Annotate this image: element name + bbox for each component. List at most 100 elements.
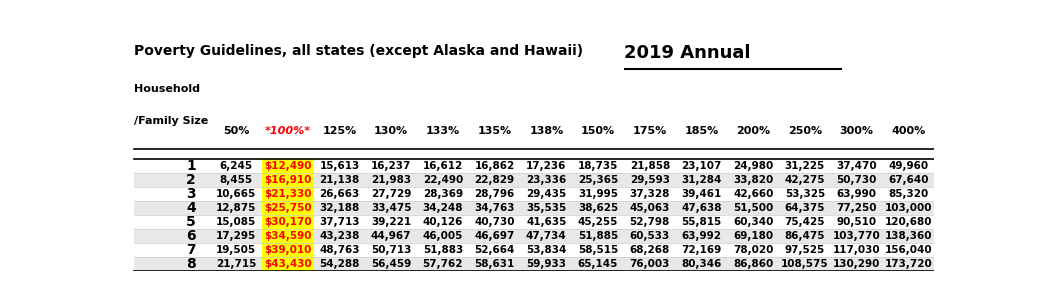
Text: 52,798: 52,798	[630, 217, 670, 227]
Text: 40,730: 40,730	[474, 217, 515, 227]
Text: 42,275: 42,275	[785, 175, 825, 185]
Text: 1: 1	[186, 159, 196, 173]
Text: 53,325: 53,325	[785, 189, 825, 199]
Text: 46,005: 46,005	[422, 231, 463, 241]
Text: 42,660: 42,660	[733, 189, 773, 199]
Text: 28,796: 28,796	[474, 189, 515, 199]
Bar	[134, 173, 934, 187]
Text: 130%: 130%	[374, 126, 408, 136]
Text: 31,995: 31,995	[578, 189, 618, 199]
Text: 52,664: 52,664	[474, 245, 515, 255]
Text: $12,490: $12,490	[264, 161, 311, 171]
Text: 21,138: 21,138	[320, 175, 359, 185]
Bar	[262, 159, 313, 173]
Text: 39,461: 39,461	[681, 189, 721, 199]
Text: 3: 3	[186, 187, 196, 201]
Bar	[134, 215, 934, 229]
Text: 37,328: 37,328	[630, 189, 670, 199]
Text: 41,635: 41,635	[526, 217, 567, 227]
Bar	[262, 229, 313, 243]
Text: 47,734: 47,734	[526, 231, 567, 241]
Text: 24,980: 24,980	[733, 161, 773, 171]
Bar	[134, 159, 934, 173]
Text: 150%: 150%	[581, 126, 616, 136]
Text: 67,640: 67,640	[889, 175, 929, 185]
Text: 21,858: 21,858	[630, 161, 670, 171]
Text: $39,010: $39,010	[264, 245, 311, 255]
Text: 34,248: 34,248	[422, 203, 463, 213]
Text: 103,770: 103,770	[832, 231, 880, 241]
Text: 21,983: 21,983	[372, 175, 411, 185]
Text: 22,490: 22,490	[422, 175, 463, 185]
Text: 138,360: 138,360	[884, 231, 932, 241]
Text: 51,885: 51,885	[578, 231, 619, 241]
Text: 72,169: 72,169	[681, 245, 721, 255]
Bar	[134, 187, 934, 201]
Bar	[262, 243, 313, 257]
Text: 56,459: 56,459	[371, 260, 411, 269]
Text: 63,992: 63,992	[682, 231, 721, 241]
Text: 76,003: 76,003	[630, 260, 670, 269]
Text: 29,435: 29,435	[526, 189, 567, 199]
Text: 46,697: 46,697	[474, 231, 515, 241]
Text: 7: 7	[186, 243, 196, 257]
Text: 22,829: 22,829	[474, 175, 515, 185]
Text: 45,255: 45,255	[578, 217, 619, 227]
Text: 16,237: 16,237	[371, 161, 411, 171]
Text: 34,763: 34,763	[474, 203, 515, 213]
Text: $16,910: $16,910	[264, 175, 311, 185]
Text: 58,515: 58,515	[578, 245, 619, 255]
Bar	[262, 187, 313, 201]
Text: 8,455: 8,455	[219, 175, 252, 185]
Text: 21,715: 21,715	[216, 260, 256, 269]
Text: 400%: 400%	[892, 126, 926, 136]
Text: 125%: 125%	[323, 126, 357, 136]
Text: 133%: 133%	[426, 126, 460, 136]
Text: 75,425: 75,425	[785, 217, 825, 227]
Text: 44,967: 44,967	[371, 231, 411, 241]
Bar	[134, 243, 934, 257]
Text: 69,180: 69,180	[733, 231, 773, 241]
Text: $30,170: $30,170	[264, 217, 311, 227]
Text: 23,107: 23,107	[681, 161, 721, 171]
Text: 108,575: 108,575	[782, 260, 828, 269]
Text: 86,860: 86,860	[733, 260, 773, 269]
Bar	[262, 215, 313, 229]
Text: 117,030: 117,030	[832, 245, 880, 255]
Text: 51,883: 51,883	[422, 245, 463, 255]
Text: 60,533: 60,533	[630, 231, 670, 241]
Text: 68,268: 68,268	[630, 245, 670, 255]
Text: 50,730: 50,730	[837, 175, 877, 185]
Text: $21,330: $21,330	[264, 189, 311, 199]
Text: 80,346: 80,346	[681, 260, 721, 269]
Text: 173,720: 173,720	[884, 260, 932, 269]
Text: 8: 8	[186, 257, 196, 271]
Text: /Family Size: /Family Size	[134, 117, 208, 127]
Text: 63,990: 63,990	[837, 189, 877, 199]
Text: 48,763: 48,763	[320, 245, 360, 255]
Text: 33,475: 33,475	[371, 203, 411, 213]
Text: 78,020: 78,020	[733, 245, 773, 255]
Text: 57,762: 57,762	[422, 260, 463, 269]
Text: Poverty Guidelines, all states (except Alaska and Hawaii): Poverty Guidelines, all states (except A…	[134, 44, 583, 58]
Text: 18,735: 18,735	[578, 161, 619, 171]
Text: 50%: 50%	[223, 126, 249, 136]
Text: 31,225: 31,225	[785, 161, 825, 171]
Text: 28,369: 28,369	[422, 189, 463, 199]
Text: 17,236: 17,236	[526, 161, 567, 171]
Text: 6: 6	[186, 229, 196, 243]
Text: 135%: 135%	[477, 126, 512, 136]
Bar	[262, 257, 313, 271]
Text: 19,505: 19,505	[216, 245, 256, 255]
Text: 55,815: 55,815	[681, 217, 721, 227]
Text: $25,750: $25,750	[264, 203, 311, 213]
Text: 103,000: 103,000	[884, 203, 932, 213]
Text: 250%: 250%	[788, 126, 822, 136]
Text: 17,295: 17,295	[216, 231, 256, 241]
Text: 90,510: 90,510	[837, 217, 877, 227]
Text: 120,680: 120,680	[884, 217, 932, 227]
Text: 49,960: 49,960	[889, 161, 928, 171]
Text: 54,288: 54,288	[320, 260, 360, 269]
Text: 4: 4	[186, 201, 196, 215]
Text: *100%*: *100%*	[265, 126, 310, 136]
